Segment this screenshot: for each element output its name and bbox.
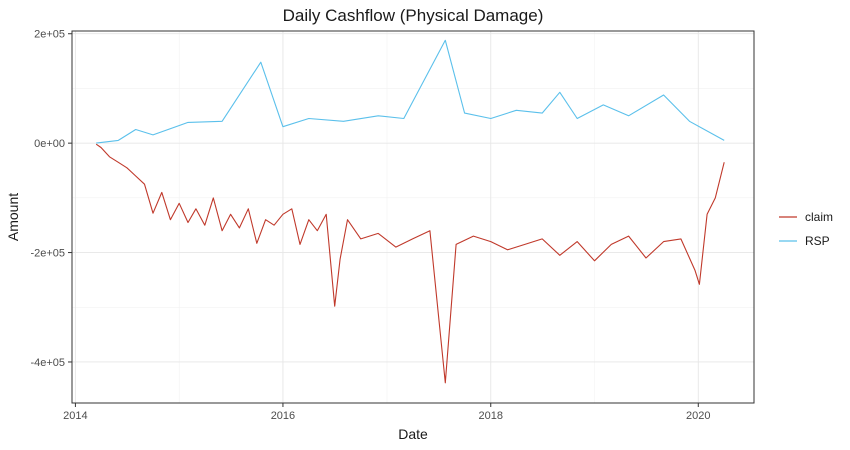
panel-border	[71, 30, 755, 404]
x-tick-label: 2018	[479, 410, 503, 422]
grid-layer	[72, 31, 754, 403]
legend-claim-label: claim	[805, 210, 833, 224]
series-line-rsp	[96, 39, 725, 144]
y-tick-label: -2e+05	[30, 248, 65, 260]
y-axis-label: Amount	[5, 193, 21, 241]
x-axis-label: Date	[398, 426, 428, 442]
series-layer	[95, 39, 725, 384]
legend-rsp-label: RSP	[805, 234, 830, 248]
x-tick-label: 2016	[271, 410, 295, 422]
series-line-claim	[95, 143, 725, 384]
x-tick-label: 2014	[63, 410, 87, 422]
y-tick-label: 2e+05	[34, 29, 65, 41]
legend: claim RSP	[779, 210, 833, 248]
chart-title: Daily Cashflow (Physical Damage)	[283, 6, 544, 25]
x-tick-label: 2020	[686, 410, 710, 422]
y-tick-label: -4e+05	[30, 357, 65, 369]
y-tick-label: 0e+00	[34, 138, 65, 150]
tick-layer: 2014 2016 2018 2020 2e+05 0e+00 -2e+05 -4e+05	[30, 29, 710, 422]
